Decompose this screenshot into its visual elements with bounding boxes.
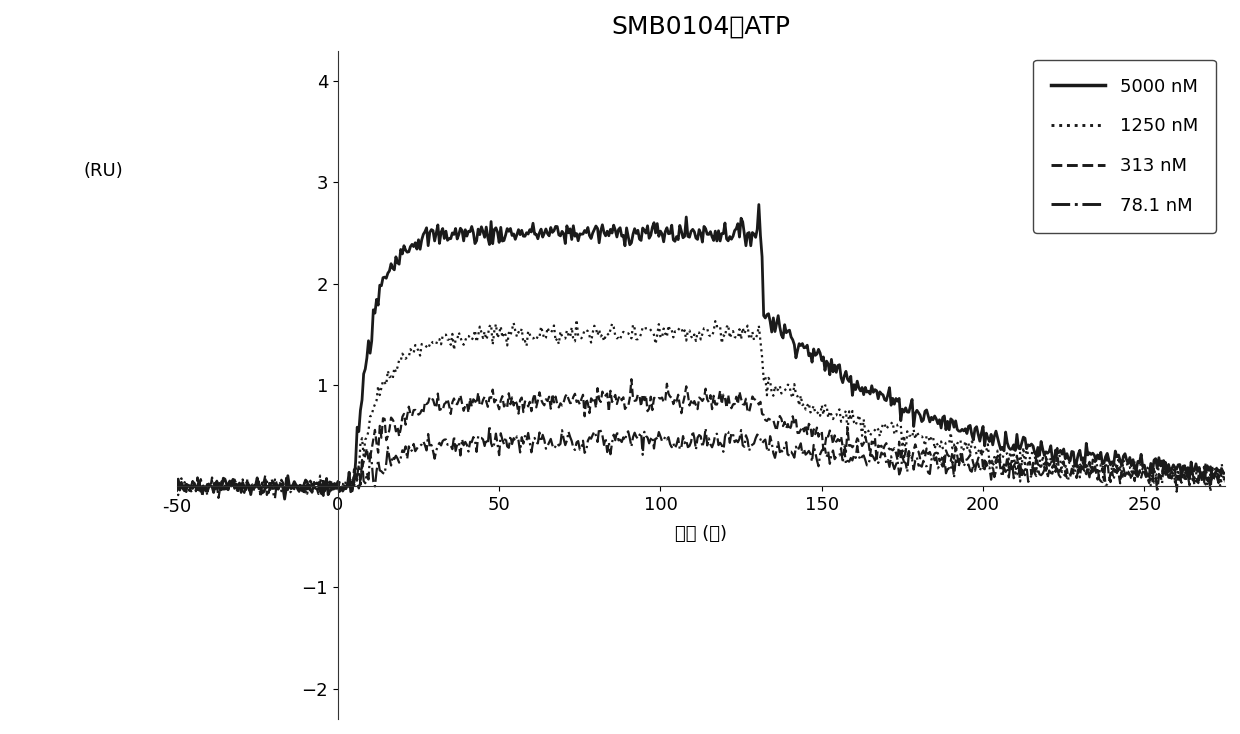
313 nM	[243, 485, 258, 494]
1250 nM	[169, 478, 184, 487]
78.1 nM	[355, 456, 370, 465]
Line: 5000 nM: 5000 nM	[176, 205, 1225, 499]
Title: SMB0104：ATP: SMB0104：ATP	[611, 15, 790, 39]
78.1 nM	[1104, 469, 1118, 478]
1250 nM	[355, 434, 370, 443]
1250 nM	[1104, 459, 1118, 468]
1250 nM	[501, 328, 516, 337]
78.1 nM	[1218, 472, 1233, 481]
Text: -50: -50	[162, 498, 191, 516]
5000 nM	[501, 227, 516, 236]
1250 nM	[227, 476, 242, 485]
78.1 nM	[386, 451, 401, 460]
1250 nM	[242, 481, 257, 490]
Line: 1250 nM: 1250 nM	[176, 320, 1225, 497]
313 nM	[1104, 478, 1118, 487]
313 nM	[386, 415, 401, 424]
78.1 nM	[482, 421, 497, 430]
Legend: 5000 nM, 1250 nM, 313 nM, 78.1 nM: 5000 nM, 1250 nM, 313 nM, 78.1 nM	[1033, 59, 1216, 233]
5000 nM	[1104, 460, 1118, 469]
1250 nM	[253, 493, 268, 501]
78.1 nM	[268, 494, 283, 503]
313 nM	[229, 479, 244, 487]
5000 nM	[169, 486, 184, 495]
313 nM	[211, 493, 226, 502]
5000 nM	[751, 200, 766, 209]
78.1 nM	[169, 481, 184, 490]
313 nM	[355, 463, 370, 472]
5000 nM	[386, 264, 401, 272]
313 nM	[169, 483, 184, 492]
Line: 78.1 nM: 78.1 nM	[176, 426, 1225, 498]
5000 nM	[1218, 468, 1233, 477]
5000 nM	[242, 481, 257, 490]
5000 nM	[227, 484, 242, 493]
313 nM	[501, 389, 516, 398]
Text: (RU): (RU)	[83, 162, 123, 180]
5000 nM	[355, 396, 370, 404]
313 nM	[1218, 473, 1233, 482]
313 nM	[624, 375, 639, 384]
1250 nM	[1218, 478, 1233, 487]
78.1 nM	[503, 432, 518, 440]
X-axis label: 时间 (秒): 时间 (秒)	[675, 525, 727, 543]
Line: 313 nM: 313 nM	[176, 379, 1225, 498]
78.1 nM	[242, 486, 257, 495]
1250 nM	[386, 374, 401, 383]
1250 nM	[569, 316, 584, 324]
5000 nM	[278, 495, 293, 504]
78.1 nM	[227, 476, 242, 484]
